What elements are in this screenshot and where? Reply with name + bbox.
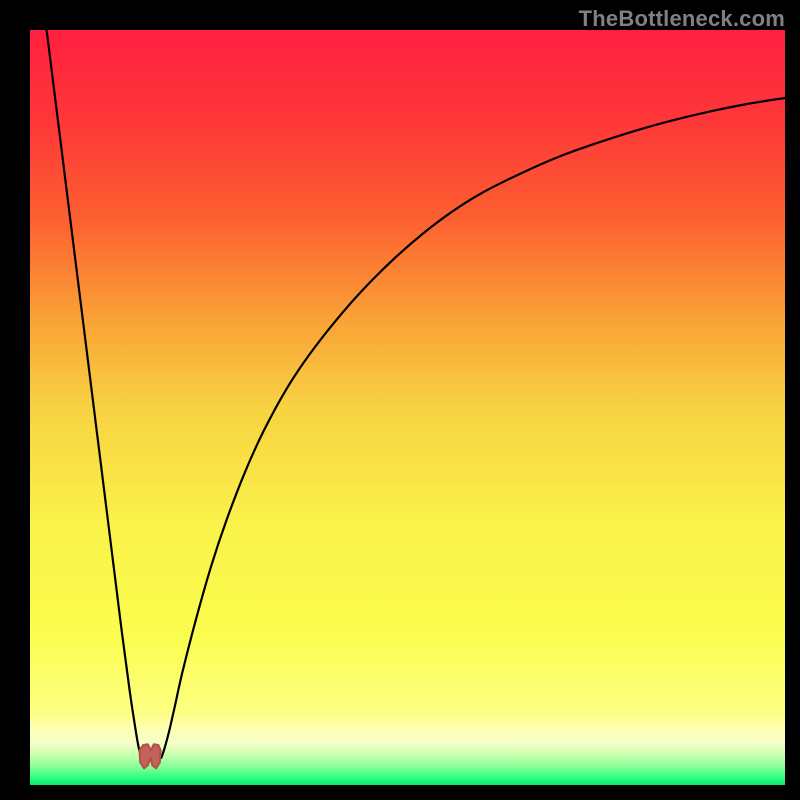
minimum-marker — [139, 744, 160, 768]
chart-root: TheBottleneck.com — [0, 0, 800, 800]
chart-svg — [0, 0, 800, 800]
curve-right-branch — [161, 98, 785, 758]
curve-left-branch — [47, 30, 142, 758]
